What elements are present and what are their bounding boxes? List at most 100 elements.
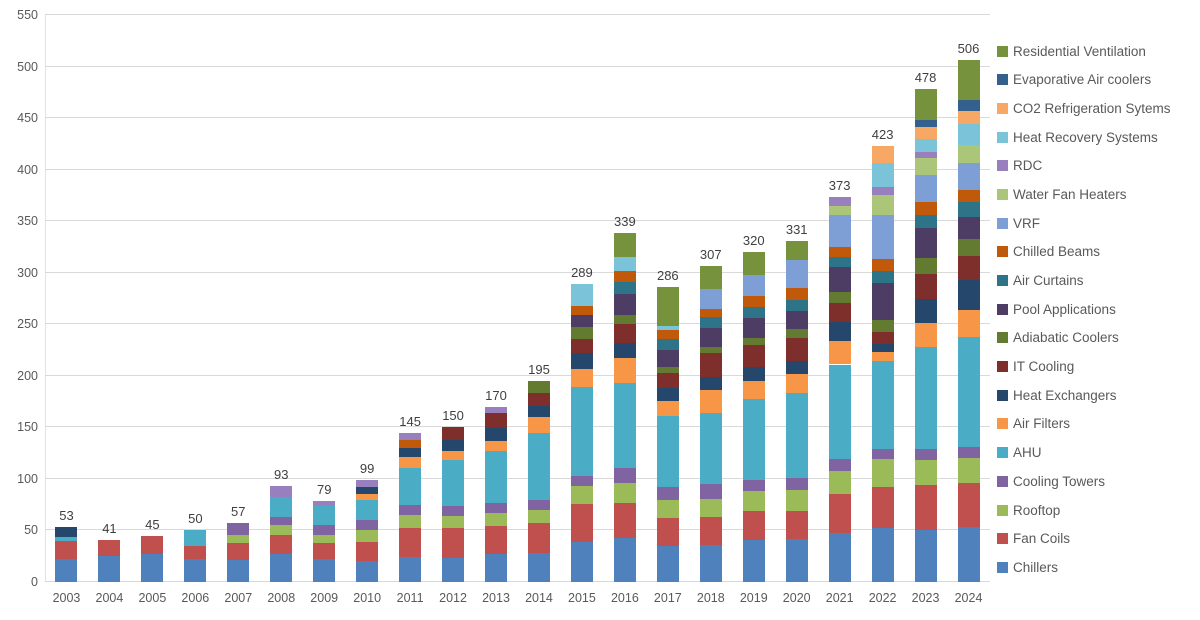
x-tick-label-2004: 2004	[95, 591, 124, 605]
bar-segment-2006-fan-coils	[184, 545, 207, 560]
bar-segment-2007-cooling-towers	[227, 523, 250, 535]
bar-segment-2013-fan-coils	[485, 526, 508, 555]
legend-item-water-fan-heaters: Water Fan Heaters	[997, 187, 1197, 202]
bar-segment-2008-rdc	[270, 486, 293, 498]
bar-segment-2019-vrf	[742, 274, 765, 297]
bar-2021	[828, 197, 851, 582]
bar-segment-2017-chilled-beams	[656, 330, 679, 339]
bar-segment-2023-rdc	[914, 152, 937, 159]
total-label-2007: 57	[231, 504, 246, 520]
bar-segment-2020-cooling-towers	[785, 477, 808, 491]
bar-segment-2024-chillers	[957, 527, 980, 582]
bar-segment-2017-air-filters	[656, 400, 679, 417]
gridline-300	[45, 271, 990, 273]
y-axis-line	[45, 15, 46, 582]
bar-segment-2023-evaporative-air-coolers	[914, 120, 937, 128]
bar-segment-2020-it-cooling	[785, 337, 808, 362]
bar-segment-2023-air-filters	[914, 323, 937, 347]
legend-swatch-icon	[997, 303, 1008, 315]
x-tick-label-2010: 2010	[353, 591, 382, 605]
bar-2013	[485, 406, 508, 582]
bar-2010	[356, 479, 379, 582]
y-tick-label-100: 100	[17, 471, 38, 486]
legend-swatch-icon	[997, 332, 1008, 344]
bar-segment-2019-air-curtains	[742, 306, 765, 319]
bar-segment-2014-air-filters	[527, 417, 550, 433]
bar-segment-2017-rooftop	[656, 499, 679, 519]
bar-segment-2017-heat-recovery-systems	[656, 326, 679, 331]
y-tick-label-200: 200	[17, 368, 38, 383]
bar-segment-2015-cooling-towers	[570, 475, 593, 487]
bar-segment-2017-air-curtains	[656, 338, 679, 351]
bar-segment-2019-fan-coils	[742, 510, 765, 540]
bar-segment-2016-it-cooling	[613, 324, 636, 343]
bar-segment-2018-chillers	[699, 544, 722, 582]
bar-segment-2016-air-filters	[613, 358, 636, 384]
gridline-100	[45, 477, 990, 479]
legend-swatch-icon	[997, 246, 1008, 258]
y-tick-label-300: 300	[17, 265, 38, 280]
bar-segment-2021-air-filters	[828, 340, 851, 365]
bar-segment-2010-rdc	[356, 479, 379, 488]
bar-segment-2022-chillers	[871, 528, 894, 582]
total-label-2019: 320	[742, 233, 765, 249]
bar-segment-2005-fan-coils	[141, 535, 164, 555]
bar-segment-2012-heat-exchangers	[442, 439, 465, 452]
bar-segment-2022-vrf	[871, 215, 894, 260]
legend-item-air-filters: Air Filters	[997, 416, 1197, 431]
bar-segment-2023-heat-recovery-systems	[914, 138, 937, 153]
bar-segment-2024-vrf	[957, 163, 980, 191]
bar-2018	[699, 265, 722, 582]
bar-segment-2023-adiabatic-coolers	[914, 258, 937, 274]
bar-segment-2008-cooling-towers	[270, 517, 293, 526]
x-tick-label-2019: 2019	[739, 591, 768, 605]
gridline-400	[45, 168, 990, 170]
bar-segment-2020-ahu	[785, 393, 808, 478]
bar-segment-2024-evaporative-air-coolers	[957, 99, 980, 111]
legend-swatch-icon	[997, 389, 1008, 401]
x-tick-label-2017: 2017	[653, 591, 682, 605]
bar-segment-2015-ahu	[570, 387, 593, 476]
bar-segment-2022-heat-recovery-systems	[871, 163, 894, 188]
bar-segment-2016-chilled-beams	[613, 270, 636, 283]
bar-segment-2009-cooling-towers	[313, 525, 336, 535]
chart-legend: Residential Ventilation Evaporative Air c…	[997, 44, 1197, 589]
bar-segment-2018-air-curtains	[699, 317, 722, 329]
bar-segment-2012-rooftop	[442, 516, 465, 529]
bar-segment-2018-air-filters	[699, 390, 722, 413]
x-tick-label-2020: 2020	[782, 591, 811, 605]
bar-segment-2010-cooling-towers	[356, 520, 379, 531]
bar-segment-2024-heat-exchangers	[957, 279, 980, 310]
total-label-2005: 45	[145, 516, 160, 532]
legend-item-chillers: Chillers	[997, 560, 1197, 575]
bar-segment-2015-heat-recovery-systems	[570, 284, 593, 306]
bar-segment-2016-adiabatic-coolers	[613, 315, 636, 325]
bar-segment-2018-vrf	[699, 289, 722, 309]
bar-segment-2020-heat-exchangers	[785, 361, 808, 374]
legend-item-rooftop: Rooftop	[997, 503, 1197, 518]
bar-segment-2021-cooling-towers	[828, 459, 851, 471]
legend-label: AHU	[1013, 445, 1042, 461]
bar-segment-2011-chilled-beams	[399, 439, 422, 448]
bar-segment-2013-it-cooling	[485, 412, 508, 429]
bar-segment-2020-pool-applications	[785, 310, 808, 330]
gridline-350	[45, 220, 990, 222]
y-tick-label-350: 350	[17, 214, 38, 229]
bar-segment-2010-heat-exchangers	[356, 487, 379, 495]
bar-2017	[656, 287, 679, 582]
x-tick-label-2024: 2024	[954, 591, 983, 605]
bar-segment-2004-fan-coils	[98, 539, 121, 557]
bar-2016	[613, 232, 636, 582]
x-tick-label-2011: 2011	[396, 591, 424, 605]
bar-segment-2023-fan-coils	[914, 485, 937, 531]
x-tick-label-2007: 2007	[224, 591, 253, 605]
bar-segment-2024-co2-refrigeration-sytems	[957, 110, 980, 125]
bar-segment-2008-rooftop	[270, 525, 293, 535]
bar-segment-2009-fan-coils	[313, 542, 336, 560]
bar-2003	[55, 527, 78, 582]
legend-label: CO2 Refrigeration Sytems	[1013, 100, 1171, 116]
bar-segment-2015-heat-exchangers	[570, 353, 593, 369]
y-tick-label-0: 0	[31, 575, 38, 589]
legend-item-cooling-towers: Cooling Towers	[997, 474, 1197, 489]
